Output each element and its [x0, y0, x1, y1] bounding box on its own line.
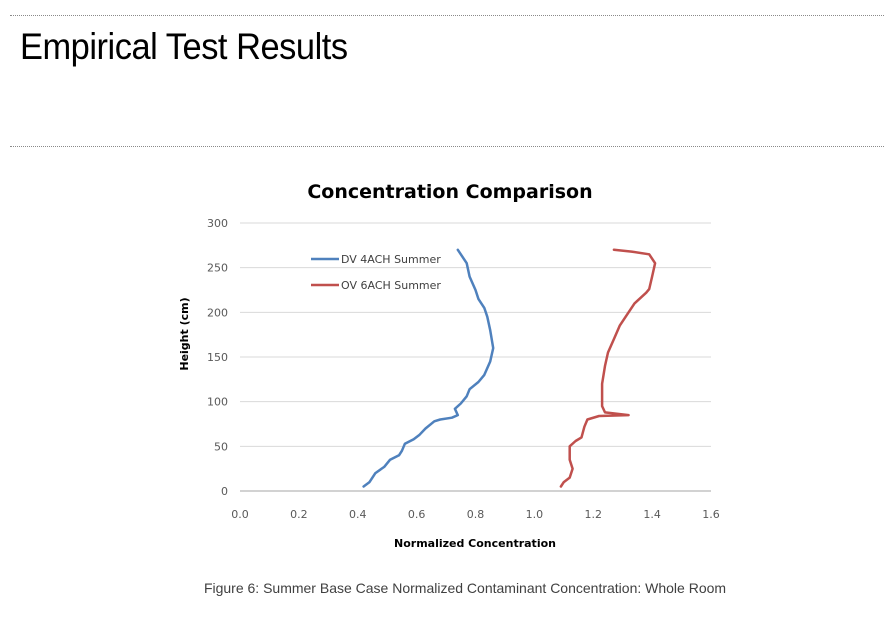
x-axis-title: Normalized Concentration: [394, 537, 556, 550]
y-tick-label: 200: [207, 306, 228, 319]
y-tick-label: 50: [214, 440, 228, 453]
slide-title: Empirical Test Results: [20, 26, 348, 67]
top-divider: [10, 15, 884, 16]
axes: 0 50 100 150 200 250 300 0.0 0.2 0.4 0.6 0.8 1.0 1.2 1…: [207, 217, 720, 521]
x-tick-label: 0.8: [467, 508, 485, 521]
y-tick-label: 150: [207, 351, 228, 364]
x-tick-label: 1.4: [643, 508, 661, 521]
figure-caption: Figure 6: Summer Base Case Normalized Co…: [203, 580, 727, 596]
y-tick-label: 100: [207, 396, 228, 409]
legend-label-1: DV 4ACH Summer: [341, 253, 441, 266]
legend: DV 4ACH Summer OV 6ACH Summer: [311, 253, 441, 292]
y-tick-label: 300: [207, 217, 228, 230]
x-tick-label: 0.0: [231, 508, 249, 521]
series-line-1: [362, 248, 495, 488]
x-tick-label: 0.6: [408, 508, 426, 521]
chart-title: Concentration Comparison: [307, 181, 592, 203]
gridlines: [240, 222, 711, 447]
series-lines: [362, 248, 657, 488]
x-tick-label: 0.4: [349, 508, 367, 521]
series-line-2: [559, 248, 657, 488]
x-tick-label: 1.2: [585, 508, 603, 521]
x-tick-label: 1.6: [702, 508, 720, 521]
x-tick-label: 1.0: [526, 508, 544, 521]
title-divider: [10, 146, 884, 147]
y-tick-label: 0: [221, 485, 228, 498]
y-tick-label: 250: [207, 262, 228, 275]
legend-label-2: OV 6ACH Summer: [341, 279, 441, 292]
x-tick-label: 0.2: [290, 508, 308, 521]
y-axis-title: Height (cm): [178, 297, 191, 370]
